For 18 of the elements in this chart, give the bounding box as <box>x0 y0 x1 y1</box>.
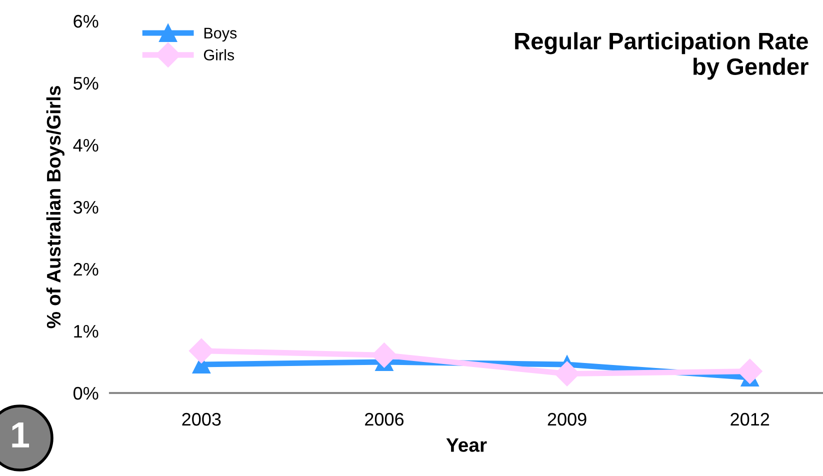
y-tick-label: 5% <box>74 77 98 90</box>
y-tick-label: 1% <box>74 325 98 338</box>
y-tick-label: 2% <box>74 262 98 276</box>
legend-label: Boys <box>204 28 237 42</box>
y-tick-label: 4% <box>73 139 98 152</box>
x-tick-label: 2009 <box>548 412 586 426</box>
text: Regular Participation Rate by Gender <box>515 32 808 80</box>
y-axis-title: % of Australian Boys/Girls <box>46 86 64 328</box>
y-tick-label: 3% <box>73 200 98 214</box>
x-tick-label: 2012 <box>730 412 770 426</box>
point <box>188 338 214 364</box>
text: 1 <box>12 422 30 448</box>
legend-label: Girls <box>204 49 234 60</box>
x-tick-label: 2006 <box>365 412 404 426</box>
x-tick-label: 2003 <box>182 412 221 426</box>
x-axis-title: Year <box>446 438 487 452</box>
y-tick-label: 6% <box>74 14 98 28</box>
y-tick-label: 0% <box>74 386 98 400</box>
